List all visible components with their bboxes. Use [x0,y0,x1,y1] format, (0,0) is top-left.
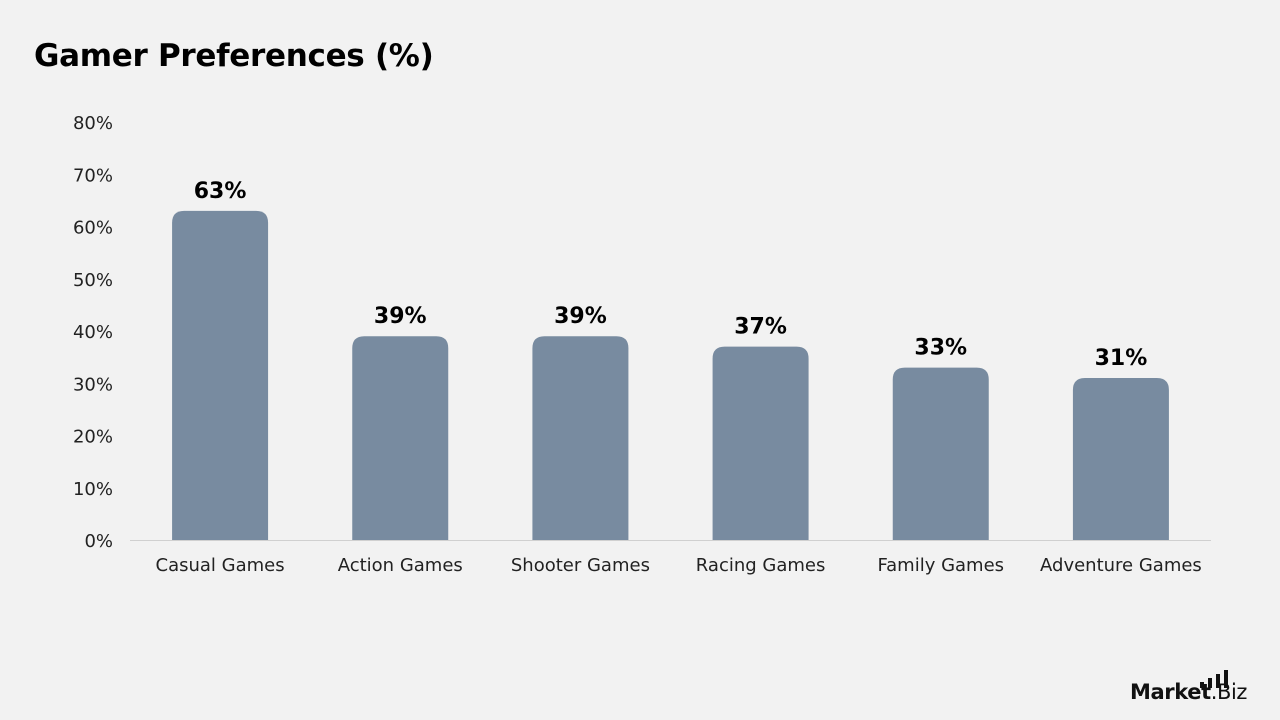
data-label: 33% [914,336,967,361]
y-tick-label: 50% [73,270,113,291]
brand-name-bold: Market [1130,680,1211,704]
y-axis-ticks: 0% 10% 20% 30% 40% 50% 60% 70% 80% [73,113,113,552]
bar [532,336,629,540]
x-tick-label: Shooter Games [511,555,650,576]
chart-title: Gamer Preferences (%) [34,38,434,74]
brand-name-regular: .Biz [1210,680,1248,704]
data-label: 37% [734,315,787,340]
data-label: 63% [194,179,247,204]
bar [1072,378,1169,540]
x-tick-label: Adventure Games [1040,555,1202,576]
bars [172,210,1169,540]
x-tick-label: Action Games [338,555,463,576]
y-tick-label: 30% [73,374,113,395]
data-label: 39% [554,304,607,329]
y-tick-label: 80% [73,113,113,134]
y-tick-label: 70% [73,165,113,186]
y-tick-label: 40% [73,322,113,343]
bar [712,346,809,540]
bar [172,210,269,540]
data-label: 39% [374,304,427,329]
y-tick-label: 20% [73,427,113,448]
bar [892,367,989,540]
x-tick-label: Family Games [877,555,1004,576]
y-tick-label: 0% [84,531,113,552]
data-label: 31% [1095,346,1148,371]
y-tick-label: 10% [73,479,113,500]
y-tick-label: 60% [73,218,113,239]
x-tick-label: Racing Games [696,555,826,576]
x-tick-label: Casual Games [156,555,285,576]
brand-name: Market.Biz [1130,680,1247,704]
x-axis-labels: Casual Games Action Games Shooter Games Rac… [156,555,1202,576]
brand-logo: Market.Biz [1130,670,1260,710]
signal-bars-icon [1200,670,1228,688]
data-labels: 63% 39% 39% 37% 33% 31% [194,179,1148,371]
bar [352,336,449,540]
